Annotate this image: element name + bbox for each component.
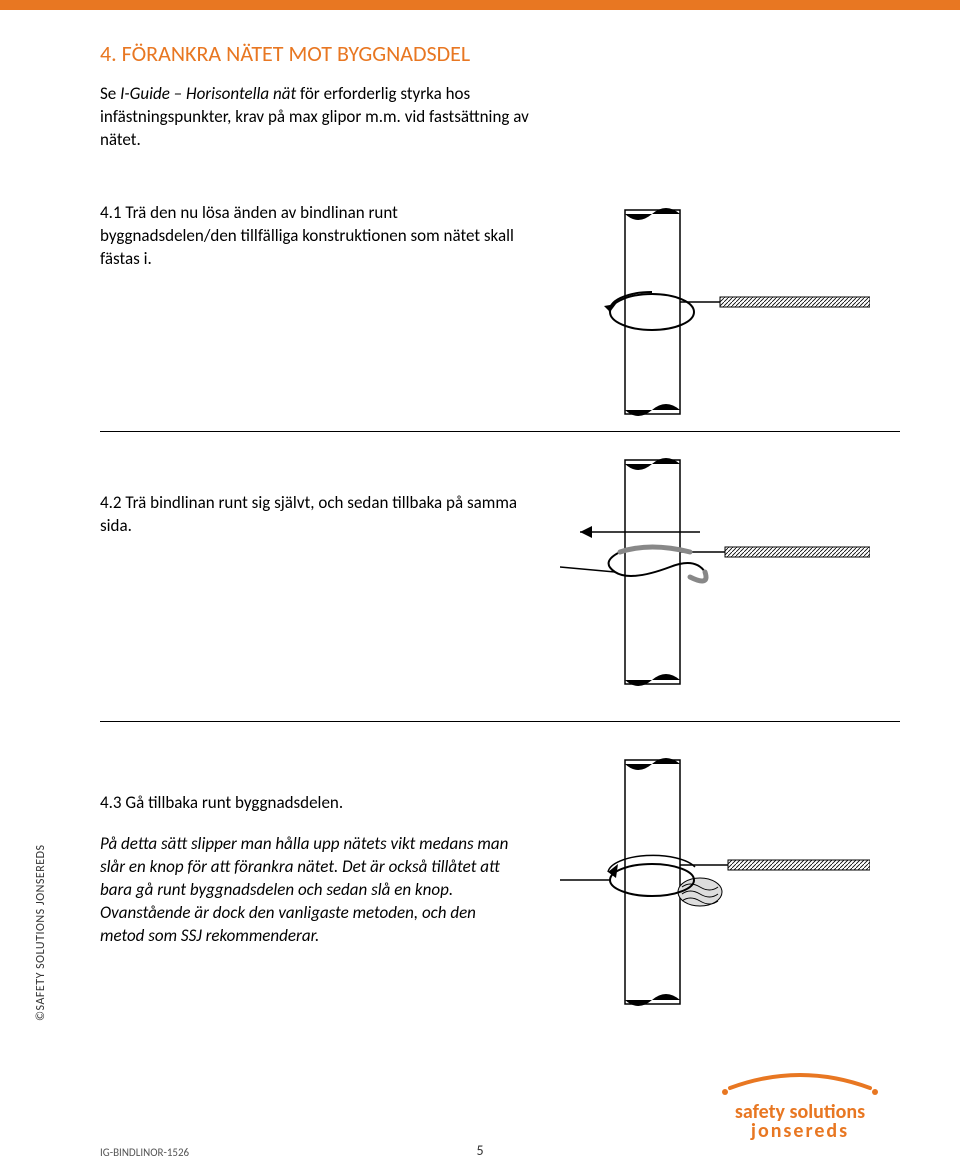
- top-accent-bar: [0, 0, 960, 10]
- step-section-1: 4.1 Trä den nu lösa änden av bindlinan r…: [100, 202, 900, 432]
- step-2-text: 4.2 Trä bindlinan runt sig självt, och s…: [100, 492, 520, 538]
- intro-paragraph: Se I-Guide – Horisontella nät för erford…: [100, 83, 530, 152]
- footer: IG-BINDLINOR-1526: [100, 1146, 900, 1159]
- diagram-1: [560, 202, 870, 427]
- section-heading: 4. FÖRANKRA NÄTET MOT BYGGNADSDEL: [100, 40, 900, 67]
- diagram-3: [560, 752, 870, 1017]
- logo: safety solutions jonsereds: [700, 1060, 900, 1141]
- page-number: 5: [476, 1142, 483, 1159]
- step-section-2: 4.2 Trä bindlinan runt sig självt, och s…: [100, 462, 900, 722]
- intro-italic: I-Guide – Horisontella nät: [120, 83, 300, 104]
- copyright-sidebar: ©SAFETY SOLUTIONS JONSEREDS: [34, 844, 48, 1021]
- footer-doc-code: IG-BINDLINOR-1526: [100, 1146, 189, 1159]
- step-3-text: 4.3 Gå tillbaka runt byggnadsdelen.: [100, 792, 520, 815]
- diagram-2: [560, 452, 870, 697]
- intro-prefix: Se: [100, 83, 120, 104]
- step-section-3: 4.3 Gå tillbaka runt byggnadsdelen. På d…: [100, 752, 900, 1072]
- page-content: 4. FÖRANKRA NÄTET MOT BYGGNADSDEL Se I-G…: [0, 10, 960, 1072]
- step-1-text: 4.1 Trä den nu lösa änden av bindlinan r…: [100, 202, 520, 271]
- step-3-note: På detta sätt slipper man hålla upp näte…: [100, 833, 520, 948]
